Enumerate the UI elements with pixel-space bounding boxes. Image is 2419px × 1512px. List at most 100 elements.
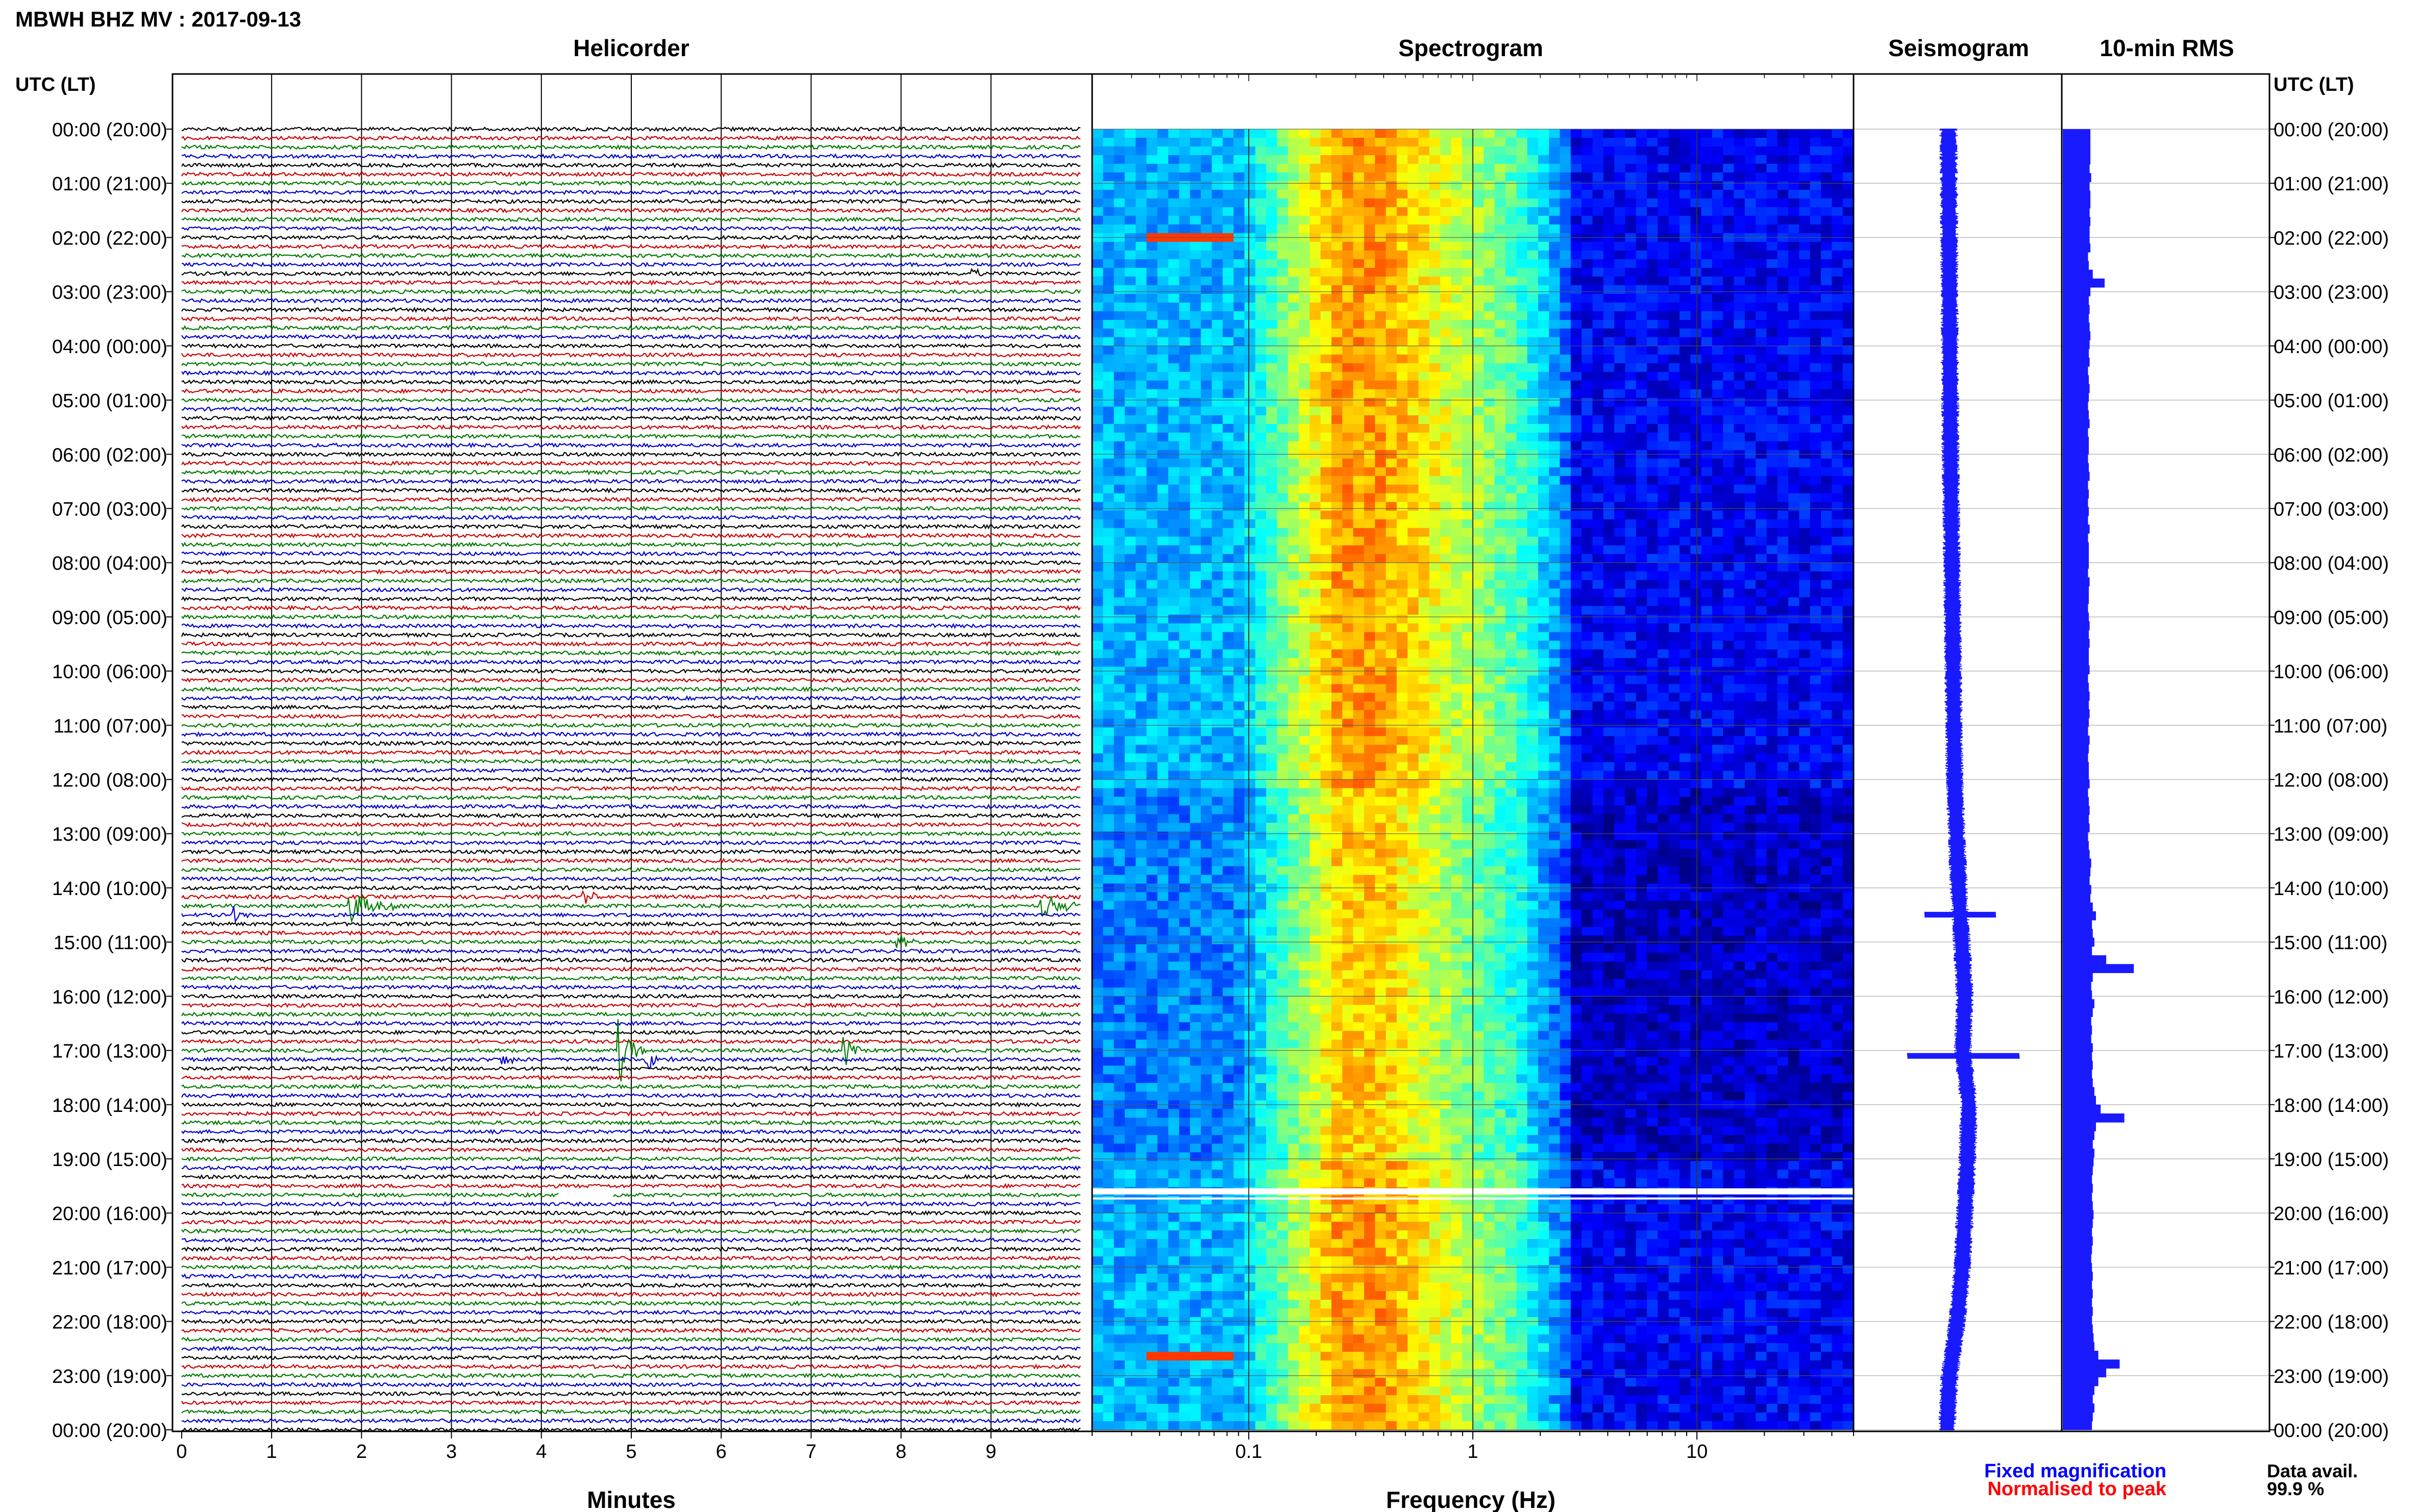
spectrogram-cell — [1766, 190, 1778, 199]
spectrogram-cell — [1777, 337, 1789, 346]
spectrogram-cell — [1799, 476, 1811, 485]
spectrogram-cell — [1473, 363, 1485, 373]
spectrogram-cell — [1103, 684, 1115, 693]
spectrogram-cell — [1625, 224, 1637, 234]
spectrogram-cell — [1614, 138, 1626, 147]
spectrogram-cell — [1310, 597, 1321, 607]
spectrogram-cell — [1614, 736, 1626, 746]
spectrogram-cell — [1810, 701, 1821, 711]
spectrogram-cell — [1353, 172, 1365, 182]
spectrogram-cell — [1777, 328, 1789, 338]
spectrogram-cell — [1832, 528, 1843, 537]
spectrogram-cell — [1299, 502, 1311, 511]
spectrogram-cell — [1549, 606, 1561, 615]
spectrogram-cell — [1832, 484, 1843, 494]
spectrogram-cell — [1712, 736, 1723, 746]
spectrogram-cell — [1190, 398, 1201, 407]
spectrogram-cell — [1821, 554, 1833, 563]
spectrogram-cell — [1832, 146, 1843, 156]
spectrogram-cell — [1701, 710, 1713, 720]
spectrogram-cell — [1353, 554, 1365, 563]
spectrogram-cell — [1560, 554, 1571, 563]
spectrogram-cell — [1549, 267, 1561, 277]
spectrogram-cell — [1821, 623, 1833, 633]
spectrogram-cell — [1842, 285, 1854, 294]
spectrogram-cell — [1320, 164, 1332, 173]
spectrogram-cell — [1146, 285, 1158, 294]
spectrogram-cell — [1744, 415, 1756, 425]
spectrogram-cell — [1288, 406, 1299, 416]
spectrogram-cell — [1266, 571, 1278, 581]
spectrogram-cell — [1157, 172, 1169, 182]
spectrogram-cell — [1810, 319, 1821, 329]
spectrogram-cell — [1658, 224, 1669, 234]
spectrogram-cell — [1668, 536, 1680, 546]
spectrogram-cell — [1734, 267, 1745, 277]
spectrogram-cell — [1516, 293, 1528, 303]
spectrogram-cell — [1821, 467, 1833, 477]
spectrogram-cell — [1756, 207, 1767, 216]
spectrogram-cell — [1603, 129, 1615, 138]
spectrogram-cell — [1386, 458, 1397, 468]
spectrogram-cell — [1777, 640, 1789, 650]
spectrogram-cell — [1505, 502, 1517, 511]
spectrogram-cell — [1277, 467, 1289, 477]
spectrogram-cell — [1244, 293, 1256, 303]
spectrogram-cell — [1484, 319, 1495, 329]
spectrogram-cell — [1516, 528, 1528, 537]
spectrogram-cell — [1222, 519, 1234, 529]
spectrogram-cell — [1799, 458, 1811, 468]
spectrogram-cell — [1212, 632, 1223, 641]
spectrogram-cell — [1766, 658, 1778, 667]
spectrogram-cell — [1212, 398, 1223, 407]
spectrogram-cell — [1603, 224, 1615, 234]
spectrogram-cell — [1527, 580, 1539, 589]
spectrogram-cell — [1527, 267, 1539, 277]
spectrogram-cell — [1364, 571, 1375, 581]
spectrogram-cell — [1168, 406, 1180, 416]
spectrogram-cell — [1277, 710, 1289, 720]
spectrogram-cell — [1136, 493, 1147, 503]
spectrogram-cell — [1408, 588, 1419, 598]
spectrogram-cell — [1734, 415, 1745, 425]
spectrogram-cell — [1647, 285, 1659, 294]
spectrogram-cell — [1408, 545, 1419, 555]
spectrogram-cell — [1277, 571, 1289, 581]
spectrogram-cell — [1114, 432, 1125, 442]
spectrogram-cell — [1766, 172, 1778, 182]
spectrogram-cell — [1625, 285, 1637, 294]
spectrogram-cell — [1614, 562, 1626, 572]
spectrogram-cell — [1451, 675, 1463, 685]
spectrogram-cell — [1625, 129, 1637, 138]
spectrogram-cell — [1222, 146, 1234, 156]
spectrogram-cell — [1114, 727, 1125, 737]
spectrogram-cell — [1701, 718, 1713, 728]
spectrogram-cell — [1353, 267, 1365, 277]
spectrogram-cell — [1473, 632, 1485, 641]
spectrogram-cell — [1734, 164, 1745, 173]
spectrogram-cell — [1842, 519, 1854, 529]
spectrogram-cell — [1244, 406, 1256, 416]
spectrogram-cell — [1766, 649, 1778, 659]
spectrogram-cell — [1092, 588, 1104, 598]
spectrogram-cell — [1310, 580, 1321, 589]
spectrogram-cell — [1723, 293, 1735, 303]
spectrogram-cell — [1625, 701, 1637, 711]
spectrogram-cell — [1288, 536, 1299, 546]
spectrogram-cell — [1429, 692, 1441, 702]
spectrogram-cell — [1320, 337, 1332, 346]
spectrogram-cell — [1092, 424, 1104, 433]
spectrogram-cell — [1157, 684, 1169, 693]
spectrogram-cell — [1168, 606, 1180, 615]
spectrogram-cell — [1299, 692, 1311, 702]
spectrogram-cell — [1494, 476, 1506, 485]
spectrogram-cell — [1103, 476, 1115, 485]
spectrogram-cell — [1516, 493, 1528, 503]
spectrogram-cell — [1636, 380, 1647, 390]
spectrogram-cell — [1810, 172, 1821, 182]
spectrogram-cell — [1364, 458, 1375, 468]
spectrogram-cell — [1603, 718, 1615, 728]
spectrogram-cell — [1484, 701, 1495, 711]
spectrogram-cell — [1255, 215, 1267, 225]
spectrogram-cell — [1136, 406, 1147, 416]
